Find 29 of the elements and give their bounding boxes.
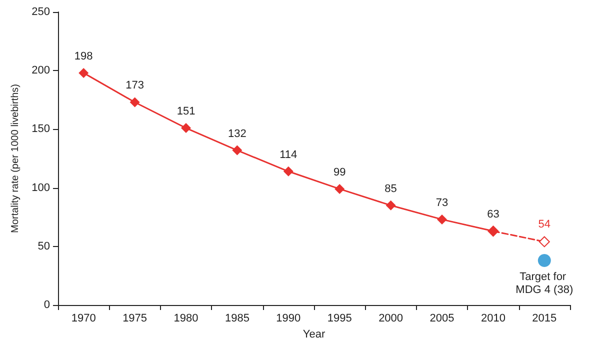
y-tick-label: 100: [32, 182, 50, 194]
x-tick-label: 2015: [532, 312, 557, 324]
data-label: 54: [538, 218, 551, 231]
data-label: 114: [280, 148, 298, 161]
y-tick-label: 250: [32, 6, 50, 18]
x-tick-label: 1990: [276, 312, 301, 324]
x-tick-label: 1975: [122, 312, 148, 324]
x-tick-label: 1980: [174, 312, 198, 324]
y-tick-label: 0: [44, 299, 50, 311]
data-label: 198: [74, 50, 93, 62]
y-tick-label: 50: [38, 240, 50, 252]
x-tick-label: 1970: [71, 312, 96, 324]
x-tick-label: 2005: [430, 312, 454, 324]
x-tick-label: 1985: [224, 312, 250, 324]
x-tick-label: 1995: [327, 312, 352, 324]
data-label: 132: [228, 128, 246, 140]
x-axis-title: Year: [302, 328, 326, 340]
y-tick-label: 150: [32, 123, 50, 136]
annotation: Target for MDG 4 (38): [516, 270, 574, 296]
data-label: 73: [436, 196, 448, 209]
data-label: 85: [384, 182, 397, 195]
y-axis-title: Mortality rate (per 1000 livebirths): [10, 84, 22, 233]
y-tick-label: 200: [32, 64, 50, 77]
x-tick-label: 2010: [480, 312, 506, 324]
data-label: 173: [126, 80, 144, 92]
x-tick-label: 2000: [378, 312, 404, 324]
data-label: 99: [333, 166, 346, 178]
data-label: 63: [487, 208, 500, 221]
data-label: 151: [176, 106, 196, 118]
